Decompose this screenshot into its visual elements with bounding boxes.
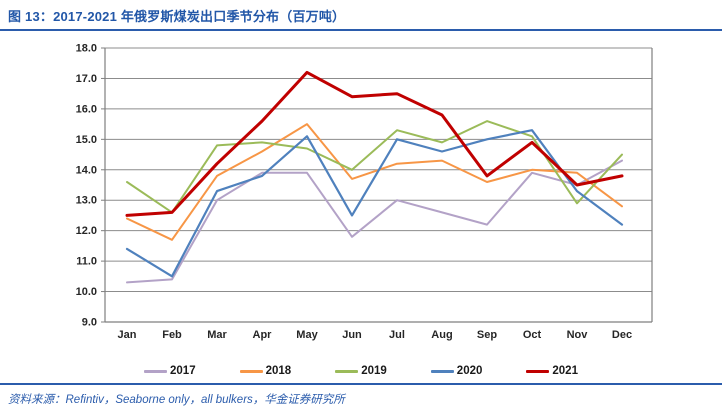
legend-swatch-2019 [335, 369, 359, 373]
x-tick-label: Sep [477, 329, 497, 341]
x-tick-label: Apr [253, 329, 273, 341]
y-tick-label: 9.0 [82, 317, 97, 329]
title-divider [0, 29, 722, 31]
x-tick-label: Nov [567, 329, 589, 341]
legend-label: 2020 [456, 365, 483, 377]
legend-label: 2018 [265, 365, 292, 377]
source-note: 资料来源：Refintiv，Seaborne only，all bulkers，… [8, 394, 345, 406]
legend-label: 2017 [170, 365, 196, 377]
legend-swatch-2021 [526, 369, 550, 373]
y-tick-label: 12.0 [76, 225, 97, 237]
legend-item-2021: 2021 [526, 365, 578, 377]
legend-item-2017: 2017 [144, 365, 196, 377]
y-tick-label: 14.0 [76, 164, 97, 176]
x-tick-label: Feb [162, 329, 182, 341]
x-tick-label: Jul [389, 329, 405, 341]
x-tick-label: Dec [612, 329, 632, 341]
y-tick-label: 16.0 [76, 103, 97, 115]
y-tick-label: 13.0 [76, 195, 97, 207]
series-line-2017 [126, 159, 623, 284]
footer-divider [0, 383, 722, 385]
legend-swatch-2017 [144, 369, 168, 373]
x-tick-label: Oct [523, 329, 542, 341]
legend-item-2018: 2018 [239, 365, 292, 377]
y-tick-label: 11.0 [76, 256, 97, 268]
chart-legend: 2017 2018 2019 2020 2021 [0, 362, 722, 380]
x-tick-label: Jun [342, 329, 362, 341]
series-line-2020 [125, 129, 624, 278]
series-line-2018 [126, 123, 623, 241]
x-tick-label: Jan [118, 329, 137, 341]
legend-label: 2021 [552, 365, 578, 377]
series-line-2021 [125, 70, 624, 217]
y-tick-label: 15.0 [76, 134, 97, 146]
y-tick-label: 10.0 [76, 286, 97, 298]
legend-item-2019: 2019 [335, 365, 387, 377]
x-tick-label: Aug [431, 329, 452, 341]
legend-swatch-2020 [430, 369, 454, 373]
legend-label: 2019 [361, 365, 387, 377]
figure-title: 图 13：2017-2021 年俄罗斯煤炭出口季节分布（百万吨） [8, 9, 346, 24]
x-tick-label: May [296, 329, 318, 341]
y-tick-label: 18.0 [76, 43, 97, 55]
y-tick-label: 17.0 [76, 73, 97, 85]
legend-item-2020: 2020 [430, 365, 483, 377]
x-tick-label: Mar [207, 329, 227, 341]
legend-swatch-2018 [239, 369, 263, 373]
